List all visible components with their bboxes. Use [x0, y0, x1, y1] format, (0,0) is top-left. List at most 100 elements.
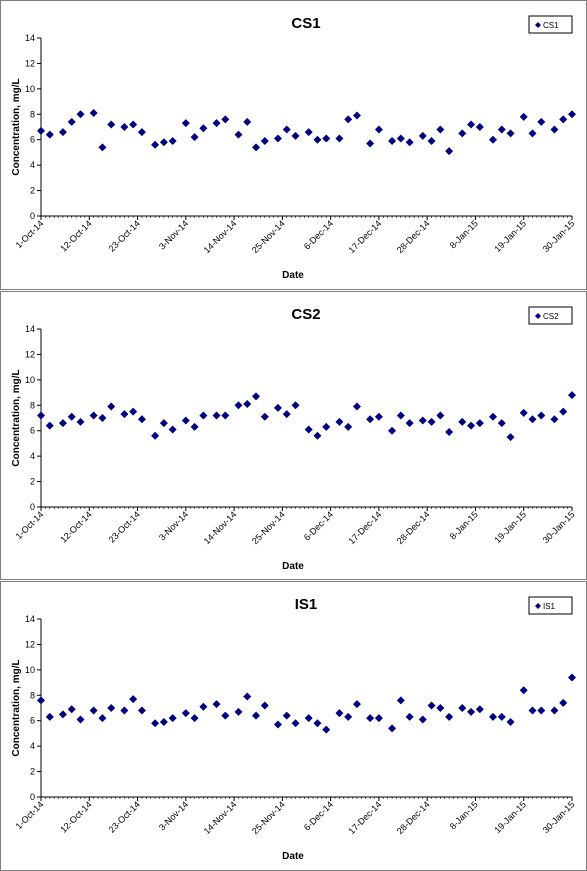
- data-point: [550, 125, 559, 134]
- data-point: [120, 706, 129, 715]
- data-point: [559, 407, 568, 416]
- data-point: [291, 401, 300, 410]
- x-tick-label: 17-Dec-14: [347, 218, 384, 255]
- x-axis-label: Date: [282, 270, 304, 281]
- data-point: [273, 403, 282, 412]
- legend: CS2: [528, 306, 573, 325]
- x-tick-label: 14-Nov-14: [202, 799, 239, 836]
- data-point: [335, 417, 344, 426]
- data-point: [396, 411, 405, 420]
- data-point: [568, 673, 576, 682]
- data-point: [418, 416, 427, 425]
- y-tick-label: 4: [30, 741, 35, 751]
- data-point: [37, 696, 45, 705]
- data-point: [181, 709, 190, 718]
- data-point: [427, 701, 436, 710]
- data-point: [489, 135, 498, 144]
- y-tick-label: 6: [30, 135, 35, 145]
- x-tick-label: 23-Oct-14: [107, 218, 142, 253]
- data-point: [190, 714, 199, 723]
- data-point: [76, 417, 85, 426]
- y-tick-label: 2: [30, 767, 35, 777]
- data-point: [335, 709, 344, 718]
- data-point: [129, 120, 138, 129]
- data-point: [489, 712, 498, 721]
- data-point: [98, 143, 107, 152]
- chart-cs2: CS2 0 2 4 6 8 10 12 14 1-Oct-14 12-Oct-14 23-Oct-14…: [11, 306, 576, 572]
- data-point: [427, 417, 436, 426]
- legend-box: [528, 596, 573, 615]
- data-point: [151, 719, 160, 728]
- data-point: [528, 415, 537, 424]
- data-point: [98, 714, 107, 723]
- x-tick-label: 6-Dec-14: [302, 218, 335, 251]
- x-tick-label: 23-Oct-14: [107, 509, 142, 544]
- legend: CS1: [528, 15, 573, 34]
- data-point: [458, 129, 467, 138]
- x-tick-label: 8-Jan-15: [448, 799, 480, 831]
- y-tick-label: 8: [30, 400, 35, 410]
- data-point: [475, 123, 484, 131]
- data-point: [519, 686, 528, 695]
- legend-marker: [535, 22, 541, 28]
- data-point: [344, 712, 353, 721]
- x-tick-label: 8-Jan-15: [448, 218, 480, 250]
- data-point: [168, 714, 177, 723]
- x-tick-label: 3-Nov-14: [157, 218, 190, 251]
- x-tick-label: 12-Oct-14: [58, 799, 93, 834]
- data-point: [67, 412, 76, 421]
- chart-panel-is1: IS1 0 2 4 6 8 10 12 14 1-Oct-14 12-Oct-14 23-Oct-14…: [0, 581, 587, 871]
- data-point: [396, 696, 405, 705]
- data-point: [497, 419, 506, 428]
- data-point: [445, 147, 454, 156]
- x-tick-label: 1-Oct-14: [14, 218, 46, 250]
- data-point: [366, 714, 375, 723]
- x-tick-label: 1-Oct-14: [14, 509, 46, 541]
- data-point: [37, 411, 45, 420]
- data-point: [506, 129, 515, 138]
- data-point: [352, 111, 361, 120]
- y-tick-label: 8: [30, 690, 35, 700]
- legend-marker: [535, 313, 541, 319]
- y-tick-label: 14: [25, 33, 35, 43]
- chart-title: IS1: [295, 596, 318, 613]
- x-tick-label: 28-Dec-14: [395, 799, 432, 836]
- data-point: [234, 707, 243, 716]
- x-tick-label: 8-Jan-15: [448, 509, 480, 541]
- data-point: [212, 411, 221, 420]
- data-point: [322, 422, 331, 431]
- data-point: [313, 719, 322, 728]
- data-point: [506, 717, 515, 726]
- data-point: [260, 136, 269, 145]
- data-point: [467, 707, 476, 716]
- y-axis-label: Concentration, mg/L: [11, 659, 22, 756]
- data-point: [467, 120, 476, 129]
- data-point: [243, 692, 252, 701]
- data-point: [282, 410, 291, 419]
- data-point: [199, 702, 208, 711]
- data-point: [396, 134, 405, 143]
- data-point: [137, 415, 146, 424]
- data-point: [475, 419, 484, 428]
- data-point: [445, 427, 454, 436]
- data-point: [181, 119, 190, 128]
- x-tick-label: 25-Nov-14: [250, 218, 287, 255]
- x-tick-label: 19-Jan-15: [492, 218, 528, 254]
- data-point: [67, 705, 76, 714]
- x-tick-label: 30-Jan-15: [541, 799, 577, 835]
- legend-box: [528, 306, 573, 325]
- data-point: [559, 698, 568, 707]
- data-point: [221, 115, 230, 124]
- x-tick-label: 19-Jan-15: [492, 509, 528, 545]
- data-point: [67, 117, 76, 126]
- data-point: [366, 415, 375, 424]
- x-tick-label: 30-Jan-15: [541, 218, 577, 254]
- x-tick-label: 25-Nov-14: [250, 509, 287, 546]
- data-point: [76, 110, 85, 119]
- data-point: [89, 411, 98, 420]
- data-point: [252, 711, 261, 720]
- data-point: [374, 714, 383, 723]
- data-point: [352, 700, 361, 709]
- data-point: [458, 704, 467, 712]
- data-point: [137, 128, 146, 137]
